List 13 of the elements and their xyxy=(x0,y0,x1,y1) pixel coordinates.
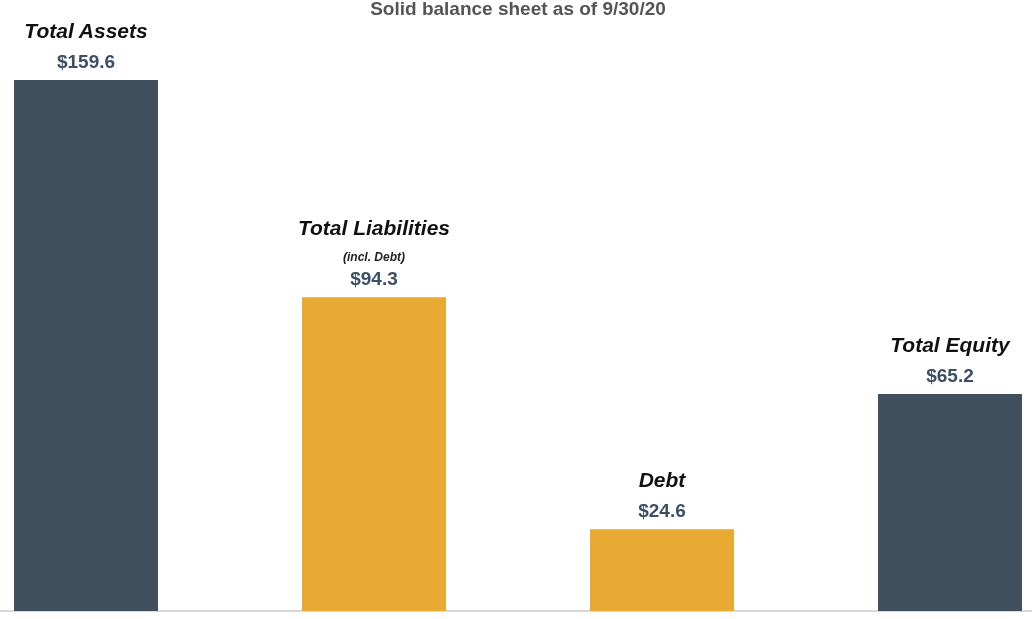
x-tick-label: Total Equity xyxy=(890,333,1012,357)
bar xyxy=(14,79,158,611)
bar xyxy=(878,394,1022,611)
x-tick-label: Total Assets xyxy=(24,18,148,42)
data-label: $94.3 xyxy=(350,268,398,290)
bar xyxy=(590,529,734,611)
bar xyxy=(302,297,446,611)
data-label: $159.6 xyxy=(56,50,116,72)
x-tick-label: Debt xyxy=(638,468,687,492)
chart-title: Solid balance sheet as of 9/30/20 xyxy=(370,0,666,19)
data-label: $24.6 xyxy=(638,500,686,522)
x-tick-label: Total Liabilities (incl. Debt) xyxy=(297,216,451,265)
data-label: $65.2 xyxy=(926,365,974,387)
